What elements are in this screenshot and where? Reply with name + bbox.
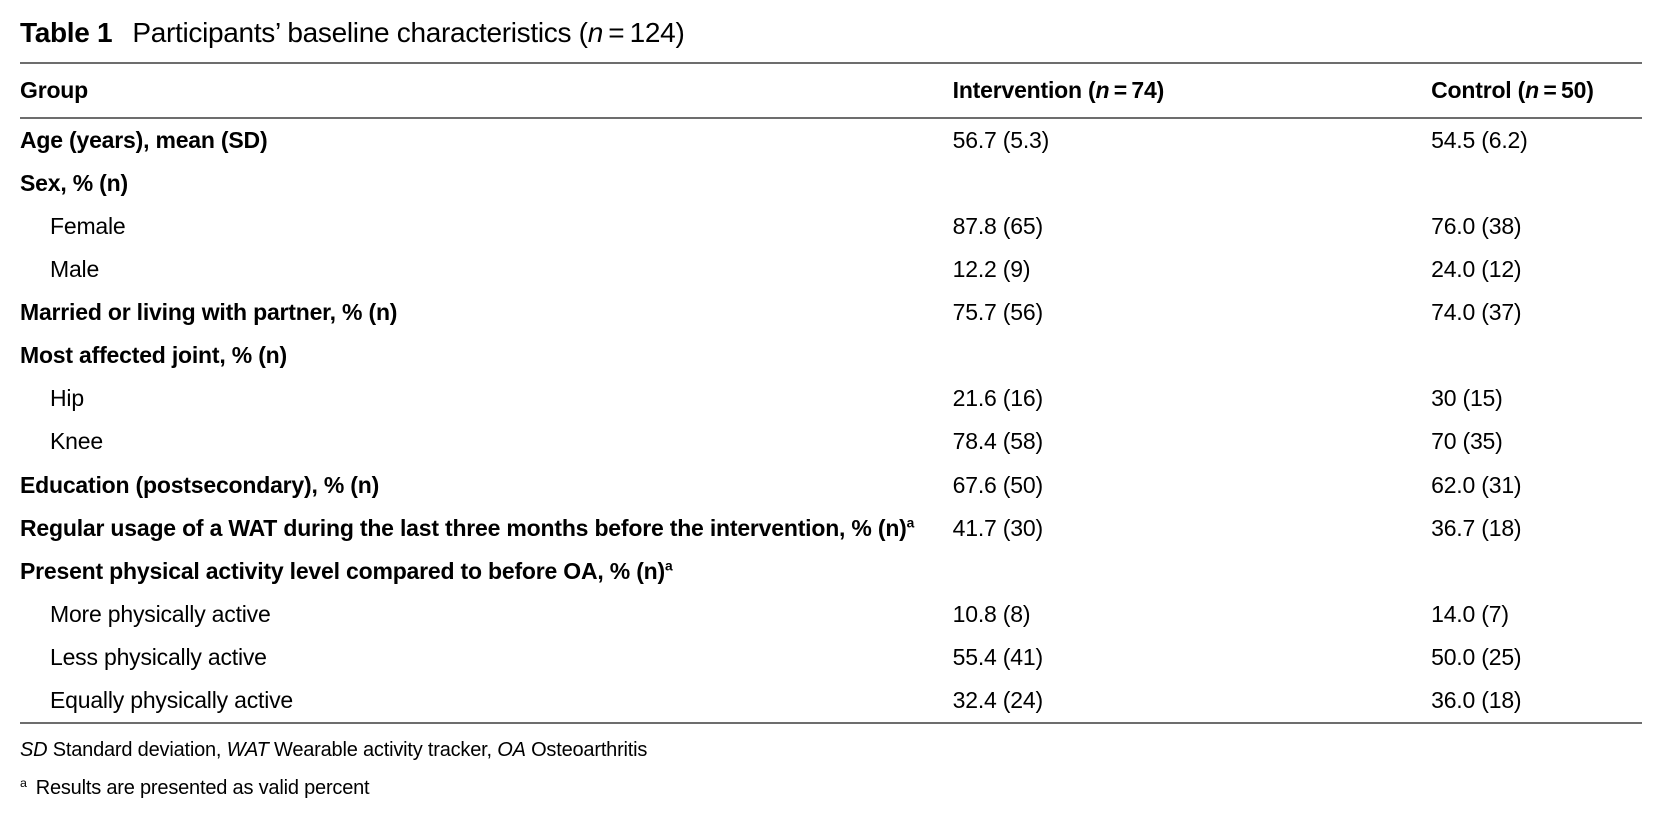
- intervention-value: 10.8 (8): [952, 600, 1031, 627]
- row-label: Knee: [50, 428, 103, 455]
- control-value: 14.0 (7): [1431, 600, 1509, 627]
- intervention-value: 55.4 (41): [952, 644, 1043, 671]
- table-row-married: Married or living with partner, % (n) 75…: [20, 291, 1642, 334]
- table-row-sex: Sex, % (n): [20, 162, 1642, 205]
- table-row-equally-active: Equally physically active 32.4 (24) 36.0…: [20, 679, 1642, 723]
- table-row-male: Male 12.2 (9) 24.0 (12): [20, 248, 1642, 291]
- intervention-value: 32.4 (24): [952, 687, 1043, 714]
- footnote-marker-a: a: [906, 515, 915, 531]
- footnote-marker-a: a: [664, 558, 673, 574]
- footnote-a: a Results are presented as valid percent: [20, 775, 1642, 801]
- row-label: Age (years), mean (SD): [20, 126, 268, 153]
- intervention-value: 21.6 (16): [952, 385, 1043, 412]
- control-value: [1431, 550, 1642, 593]
- row-label: Hip: [50, 385, 84, 412]
- column-header-group: Group: [20, 76, 88, 103]
- control-value: 30 (15): [1431, 385, 1503, 412]
- table-title: Table 1 Participants’ baseline character…: [20, 14, 1642, 62]
- footnote-a-text: Results are presented as valid percent: [35, 777, 370, 800]
- control-value: [1431, 334, 1642, 377]
- control-value: 62.0 (31): [1431, 471, 1522, 498]
- header-row: Group Intervention (n = 74) Control (n =…: [20, 62, 1642, 118]
- intervention-value: 87.8 (65): [952, 212, 1043, 239]
- control-value: 50.0 (25): [1431, 644, 1522, 671]
- table-header: Group Intervention (n = 74) Control (n =…: [20, 62, 1642, 118]
- intervention-value: 67.6 (50): [952, 471, 1043, 498]
- control-value: 74.0 (37): [1431, 299, 1522, 326]
- table-body: Age (years), mean (SD) 56.7 (5.3) 54.5 (…: [20, 118, 1642, 724]
- row-label: Sex, % (n): [20, 169, 128, 196]
- control-value: [1431, 162, 1642, 205]
- table-caption: Participants’ baseline characteristics (…: [132, 17, 685, 48]
- table-row-female: Female 87.8 (65) 76.0 (38): [20, 205, 1642, 248]
- row-label: Male: [50, 255, 100, 282]
- intervention-value: 75.7 (56): [952, 299, 1043, 326]
- table-row-hip: Hip 21.6 (16) 30 (15): [20, 377, 1642, 420]
- control-value: 36.7 (18): [1431, 514, 1522, 541]
- row-label: Less physically active: [50, 644, 267, 671]
- table-row-most-affected-joint: Most affected joint, % (n): [20, 334, 1642, 377]
- row-label: Most affected joint, % (n): [20, 342, 287, 369]
- intervention-value: [953, 550, 1431, 593]
- control-value: 54.5 (6.2): [1431, 126, 1528, 153]
- baseline-characteristics-table: Group Intervention (n = 74) Control (n =…: [20, 62, 1642, 725]
- table-row-wat-usage: Regular usage of a WAT during the last t…: [20, 507, 1642, 550]
- intervention-value: 41.7 (30): [952, 514, 1043, 541]
- intervention-value: [953, 334, 1431, 377]
- table-row-age: Age (years), mean (SD) 56.7 (5.3) 54.5 (…: [20, 118, 1642, 162]
- column-header-intervention: Intervention (n = 74): [952, 76, 1165, 103]
- control-value: 76.0 (38): [1431, 212, 1522, 239]
- table-row-education: Education (postsecondary), % (n) 67.6 (5…: [20, 464, 1642, 507]
- table-row-activity-level: Present physical activity level compared…: [20, 550, 1642, 593]
- table-row-more-active: More physically active 10.8 (8) 14.0 (7): [20, 593, 1642, 636]
- table-row-knee: Knee 78.4 (58) 70 (35): [20, 420, 1642, 463]
- control-value: 24.0 (12): [1431, 255, 1522, 282]
- intervention-value: [953, 162, 1431, 205]
- table-row-less-active: Less physically active 55.4 (41) 50.0 (2…: [20, 636, 1642, 679]
- column-header-control: Control (n = 50): [1431, 76, 1594, 103]
- intervention-value: 78.4 (58): [952, 428, 1043, 455]
- row-label: Present physical activity level compared…: [20, 557, 673, 584]
- control-value: 70 (35): [1431, 428, 1503, 455]
- table-footnotes: SD Standard deviation, WAT Wearable acti…: [20, 737, 1642, 801]
- row-label: More physically active: [50, 600, 271, 627]
- control-value: 36.0 (18): [1431, 687, 1522, 714]
- intervention-value: 56.7 (5.3): [952, 126, 1050, 153]
- table-number: Table 1: [20, 17, 113, 48]
- row-label: Education (postsecondary), % (n): [20, 471, 380, 498]
- row-label: Equally physically active: [50, 687, 294, 714]
- row-label: Regular usage of a WAT during the last t…: [20, 514, 915, 541]
- abbreviations-footnote: SD Standard deviation, WAT Wearable acti…: [20, 739, 648, 762]
- row-label: Female: [50, 212, 126, 239]
- row-label: Married or living with partner, % (n): [20, 299, 398, 326]
- intervention-value: 12.2 (9): [952, 255, 1031, 282]
- footnote-a-marker: a: [20, 775, 27, 790]
